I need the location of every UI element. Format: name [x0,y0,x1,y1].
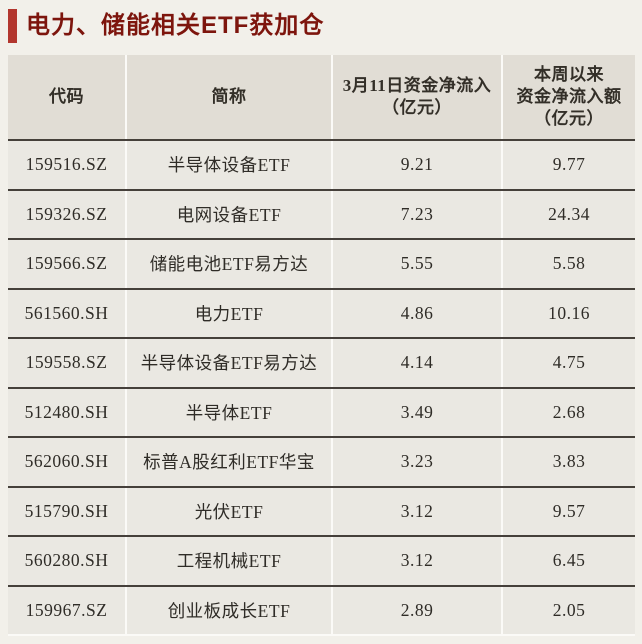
cell-name: 电力ETF [127,289,333,337]
table-row: 159558.SZ 半导体设备ETF易方达 4.14 4.75 [8,337,635,387]
page-title: 电力、储能相关ETF获加仓 [26,12,325,39]
table-row: 515790.SH 光伏ETF 3.12 9.57 [8,485,635,535]
cell-name: 工程机械ETF [127,537,333,585]
header-week-inflow: 本周以来 资金净流入额 （亿元） [516,64,622,129]
cell-name: 半导体设备ETF易方达 [127,339,333,387]
cell-week-inflow: 9.57 [552,500,586,521]
cell-day-inflow: 9.21 [333,141,503,189]
table-row: 159566.SZ 储能电池ETF易方达 5.55 5.58 [8,238,635,288]
cell-day-inflow: 5.55 [333,240,503,288]
article-heading: 电力、储能相关ETF获加仓 [8,9,324,43]
cell-day-inflow: 3.23 [333,438,503,486]
cell-name: 标普A股红利ETF华宝 [127,438,333,486]
cell-code: 515790.SH [8,487,127,535]
cell-name: 半导体设备ETF [127,141,333,189]
table-row: 561560.SH 电力ETF 4.86 10.16 [8,287,635,337]
table-row: 159967.SZ 创业板成长ETF 2.89 2.05 [8,584,635,634]
cell-code: 512480.SH [8,388,127,436]
cell-week-inflow: 5.58 [552,253,586,274]
cell-week-inflow: 3.83 [552,451,586,472]
red-accent-bar [8,9,17,43]
table-row: 512480.SH 半导体ETF 3.49 2.68 [8,386,635,436]
cell-name: 储能电池ETF易方达 [127,240,333,288]
cell-day-inflow: 3.12 [333,537,503,585]
cell-day-inflow: 4.86 [333,289,503,337]
cell-code: 159566.SZ [8,240,127,288]
cell-code: 159516.SZ [8,141,127,189]
table-row: 159516.SZ 半导体设备ETF 9.21 9.77 [8,139,635,189]
cell-day-inflow: 3.49 [333,388,503,436]
table-row: 159326.SZ 电网设备ETF 7.23 24.34 [8,188,635,238]
cell-week-inflow: 24.34 [548,203,590,224]
cell-code: 561560.SH [8,289,127,337]
cell-name: 半导体ETF [127,388,333,436]
cell-day-inflow: 4.14 [333,339,503,387]
cell-week-inflow: 6.45 [552,550,586,571]
cell-week-inflow: 2.05 [552,599,586,620]
cell-day-inflow: 7.23 [333,190,503,238]
header-name: 简称 [127,55,333,139]
cell-code: 159967.SZ [8,586,127,634]
cell-code: 159326.SZ [8,190,127,238]
header-day-inflow: 3月11日资金净流入 （亿元） [333,55,503,139]
cell-week-inflow: 4.75 [552,352,586,373]
cell-week-inflow: 10.16 [548,302,590,323]
cell-name: 电网设备ETF [127,190,333,238]
etf-fund-flow-table: 代码 简称 3月11日资金净流入 （亿元） 本周以来 资金净流入额 （亿元） 1… [8,55,635,636]
cell-name: 光伏ETF [127,487,333,535]
table-header-row: 代码 简称 3月11日资金净流入 （亿元） 本周以来 资金净流入额 （亿元） [8,55,635,139]
table-row: 560280.SH 工程机械ETF 3.12 6.45 [8,535,635,585]
cell-code: 562060.SH [8,438,127,486]
cell-day-inflow: 3.12 [333,487,503,535]
cell-week-inflow: 9.77 [552,154,586,175]
cell-day-inflow: 2.89 [333,586,503,634]
cell-code: 560280.SH [8,537,127,585]
table-row: 562060.SH 标普A股红利ETF华宝 3.23 3.83 [8,436,635,486]
cell-code: 159558.SZ [8,339,127,387]
cell-week-inflow: 2.68 [552,401,586,422]
cell-name: 创业板成长ETF [127,586,333,634]
header-code: 代码 [8,55,127,139]
